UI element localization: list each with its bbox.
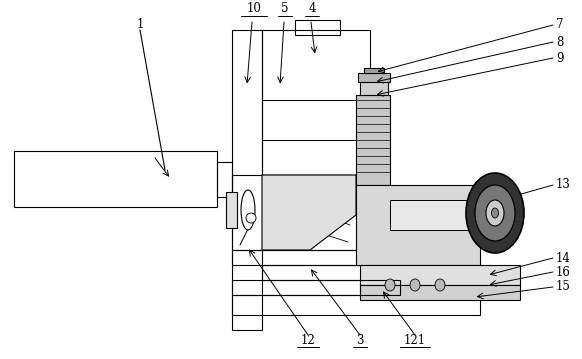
Bar bbox=[360, 285, 520, 300]
Text: 3: 3 bbox=[356, 334, 364, 346]
Bar bbox=[358, 73, 390, 82]
Bar bbox=[232, 250, 370, 265]
Bar bbox=[295, 20, 340, 35]
Text: 7: 7 bbox=[556, 19, 563, 32]
Bar bbox=[226, 192, 237, 228]
Bar bbox=[360, 265, 520, 285]
Text: 10: 10 bbox=[247, 3, 261, 15]
Ellipse shape bbox=[435, 279, 445, 291]
Ellipse shape bbox=[475, 185, 515, 241]
Text: 5: 5 bbox=[281, 3, 289, 15]
Bar bbox=[390, 200, 468, 230]
Bar bbox=[364, 68, 384, 73]
Bar bbox=[217, 162, 232, 197]
Ellipse shape bbox=[410, 279, 420, 291]
Bar bbox=[232, 30, 262, 330]
Text: 14: 14 bbox=[556, 252, 571, 265]
Ellipse shape bbox=[486, 200, 504, 226]
Ellipse shape bbox=[466, 173, 524, 253]
Bar bbox=[232, 295, 480, 315]
Text: 9: 9 bbox=[556, 51, 563, 65]
Text: 121: 121 bbox=[404, 334, 426, 346]
Bar bbox=[360, 80, 388, 95]
Bar bbox=[14, 151, 217, 207]
Polygon shape bbox=[262, 175, 356, 250]
Ellipse shape bbox=[385, 279, 395, 291]
Bar bbox=[360, 280, 400, 295]
Text: 12: 12 bbox=[301, 334, 315, 346]
Bar bbox=[262, 30, 370, 175]
Text: 8: 8 bbox=[556, 36, 563, 48]
Bar bbox=[356, 185, 480, 265]
Text: 4: 4 bbox=[308, 3, 316, 15]
Bar bbox=[356, 95, 390, 185]
Bar bbox=[262, 265, 480, 280]
Text: 1: 1 bbox=[136, 19, 144, 32]
Text: 15: 15 bbox=[556, 280, 571, 294]
Ellipse shape bbox=[246, 213, 256, 223]
Text: 16: 16 bbox=[556, 266, 571, 279]
Text: 13: 13 bbox=[556, 178, 571, 191]
Bar bbox=[232, 175, 370, 250]
Ellipse shape bbox=[241, 190, 255, 230]
Bar bbox=[232, 280, 480, 295]
Ellipse shape bbox=[492, 208, 499, 218]
